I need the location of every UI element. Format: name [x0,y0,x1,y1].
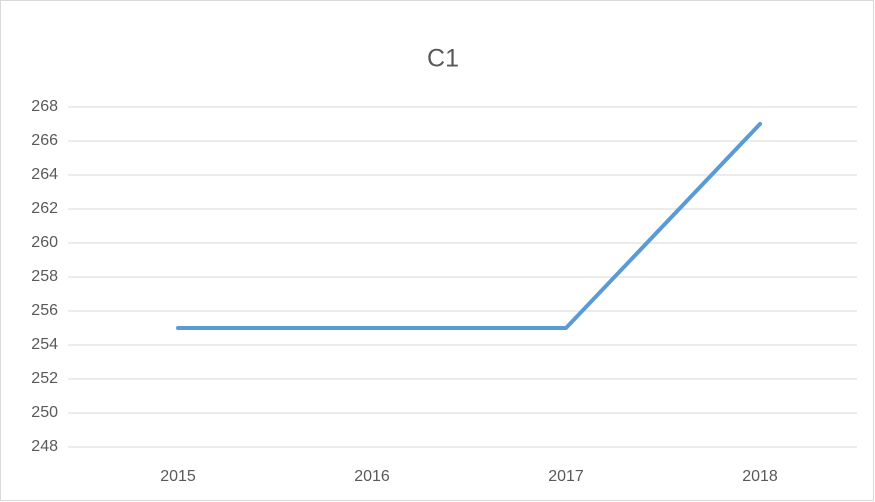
chart-title: C1 [427,45,459,73]
y-tick-label: 256 [31,302,58,319]
y-tick-label: 254 [31,336,58,353]
y-tick-label: 264 [31,166,58,183]
y-tick-label: 266 [31,132,58,149]
y-tick-label: 258 [31,268,58,285]
y-tick-label: 268 [31,98,58,115]
y-tick-label: 262 [31,200,58,217]
y-tick-label: 248 [31,438,58,455]
y-tick-label: 252 [31,370,58,387]
y-tick-label: 250 [31,404,58,421]
y-tick-label: 260 [31,234,58,251]
line-series [176,122,762,330]
x-tick-label: 2015 [160,468,196,485]
x-tick-label: 2016 [354,468,390,485]
x-tick-label: 2018 [742,468,778,485]
x-tick-label: 2017 [548,468,584,485]
